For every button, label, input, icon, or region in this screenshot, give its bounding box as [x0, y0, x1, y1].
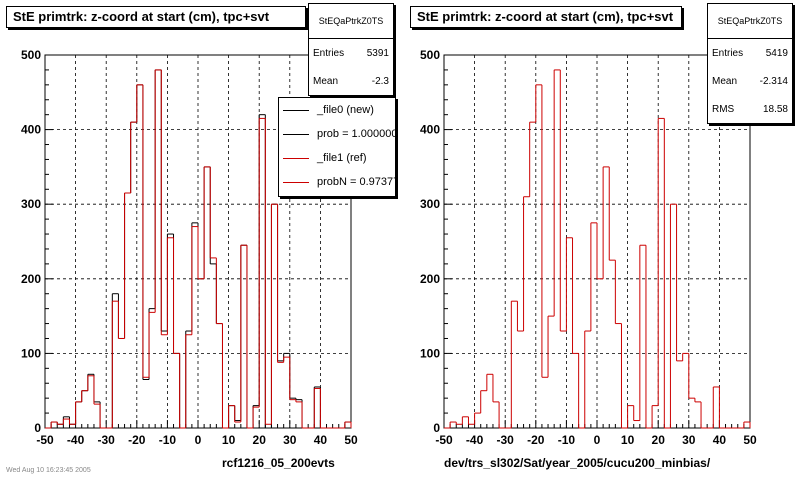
- left-y-tick-label: 400: [21, 123, 41, 137]
- right-x-tick-label: 30: [682, 433, 696, 447]
- legend-line-file0: [283, 109, 309, 111]
- left-x-tick-label: 10: [222, 433, 236, 447]
- left-chart-title: StE primtrk: z-coord at start (cm), tpc+…: [6, 6, 306, 28]
- legend-label-probn: probN = 0.973779: [317, 176, 395, 188]
- right-series-0: [444, 69, 751, 429]
- left-stats-entries-row: Entries 5391: [309, 39, 393, 67]
- right-stats-box: StEQaPtrkZ0TS Entries 5419 Mean -2.314 R…: [707, 3, 793, 124]
- left-stats-name: StEQaPtrkZ0TS: [309, 4, 393, 39]
- legend-item-prob: prob = 1.000000: [279, 122, 395, 146]
- left-histogram-panel: -50 -40 -30 -20 -10 0 10 20 30 40 50 0 100 200 300 400 5…: [6, 3, 396, 474]
- left-x-tick-label: 40: [314, 433, 328, 447]
- timestamp-footer: Wed Aug 10 16:23:45 2005: [6, 467, 91, 474]
- right-stats-entries-row: Entries 5419: [708, 39, 792, 67]
- left-x-caption: rcf1216_05_200evts: [222, 456, 335, 470]
- left-y-tick-label: 200: [21, 272, 41, 286]
- legend-line-probn: [283, 181, 309, 183]
- left-y-tick-label: 100: [21, 346, 41, 360]
- right-x-tick-label: -30: [497, 433, 515, 447]
- left-mean-label: Mean: [313, 75, 339, 87]
- right-rms-label: RMS: [712, 103, 735, 115]
- left-x-tick-label: -10: [159, 433, 177, 447]
- right-x-tick-label: -50: [435, 433, 453, 447]
- left-mean-value: -2.3: [371, 75, 389, 87]
- right-y-tick-label: 100: [420, 346, 440, 360]
- left-stats-mean-row: Mean -2.3: [309, 67, 393, 95]
- legend-label-prob: prob = 1.000000: [317, 128, 396, 140]
- right-y-tick-label: 500: [420, 48, 440, 62]
- left-x-tick-label: -40: [67, 433, 85, 447]
- legend-line-prob: [283, 133, 309, 135]
- left-x-tick-label: -30: [98, 433, 116, 447]
- right-mean-label: Mean: [712, 75, 738, 87]
- legend-item-file1: _file1 (ref): [279, 146, 395, 170]
- right-stats-name: StEQaPtrkZ0TS: [708, 4, 792, 39]
- left-x-tick-label: 20: [253, 433, 267, 447]
- right-x-tick-label: 20: [652, 433, 666, 447]
- right-x-tick-label: -20: [527, 433, 545, 447]
- right-x-tick-label: 0: [594, 433, 601, 447]
- left-x-tick-label: 50: [344, 433, 358, 447]
- left-x-tick-label: 0: [195, 433, 202, 447]
- legend-label-file0: _file0 (new): [317, 104, 374, 116]
- left-entries-value: 5391: [366, 47, 389, 59]
- right-y-tick-label: 400: [420, 123, 440, 137]
- legend-line-file1: [283, 157, 309, 159]
- legend-item-file0: _file0 (new): [279, 98, 395, 122]
- right-y-tick-label: 200: [420, 272, 440, 286]
- right-entries-label: Entries: [712, 47, 744, 59]
- right-stats-rms-row: RMS 18.58: [708, 95, 792, 123]
- left-legend: _file0 (new) prob = 1.000000 _file1 (ref…: [278, 97, 396, 197]
- right-x-caption: dev/trs_sl302/Sat/year_2005/cucu200_minb…: [444, 456, 711, 470]
- left-x-tick-label: -50: [36, 433, 54, 447]
- legend-item-probn: probN = 0.973779: [279, 170, 395, 194]
- right-stats-mean-row: Mean -2.314: [708, 67, 792, 95]
- left-series-1: [45, 69, 352, 429]
- left-y-tick-label: 0: [34, 421, 41, 435]
- left-x-tick-label: 30: [283, 433, 297, 447]
- left-stats-box: StEQaPtrkZ0TS Entries 5391 Mean -2.3: [308, 3, 394, 96]
- right-x-tick-label: 10: [621, 433, 635, 447]
- right-mean-value: -2.314: [759, 75, 788, 87]
- right-rms-value: 18.58: [762, 103, 788, 115]
- right-entries-value: 5419: [765, 47, 788, 59]
- right-x-tick-label: -40: [466, 433, 484, 447]
- left-entries-label: Entries: [313, 47, 345, 59]
- right-x-tick-label: 50: [743, 433, 757, 447]
- left-y-tick-label: 300: [21, 197, 41, 211]
- right-plot-svg: -50 -40 -30 -20 -10 0 10 20 30 40 5001002003004005…: [420, 48, 757, 447]
- right-histogram-panel: -50 -40 -30 -20 -10 0 10 20 30 40 50 0 100 200 300 400 5…: [400, 0, 800, 480]
- right-x-tick-label: -10: [558, 433, 576, 447]
- left-y-tick-label: 500: [21, 48, 41, 62]
- right-y-tick-label: 0: [433, 421, 440, 435]
- legend-label-file1: _file1 (ref): [317, 152, 367, 164]
- right-chart-title: StE primtrk: z-coord at start (cm), tpc+…: [410, 6, 682, 28]
- right-y-tick-label: 300: [420, 197, 440, 211]
- left-x-tick-label: -20: [128, 433, 146, 447]
- right-x-tick-label: 40: [713, 433, 727, 447]
